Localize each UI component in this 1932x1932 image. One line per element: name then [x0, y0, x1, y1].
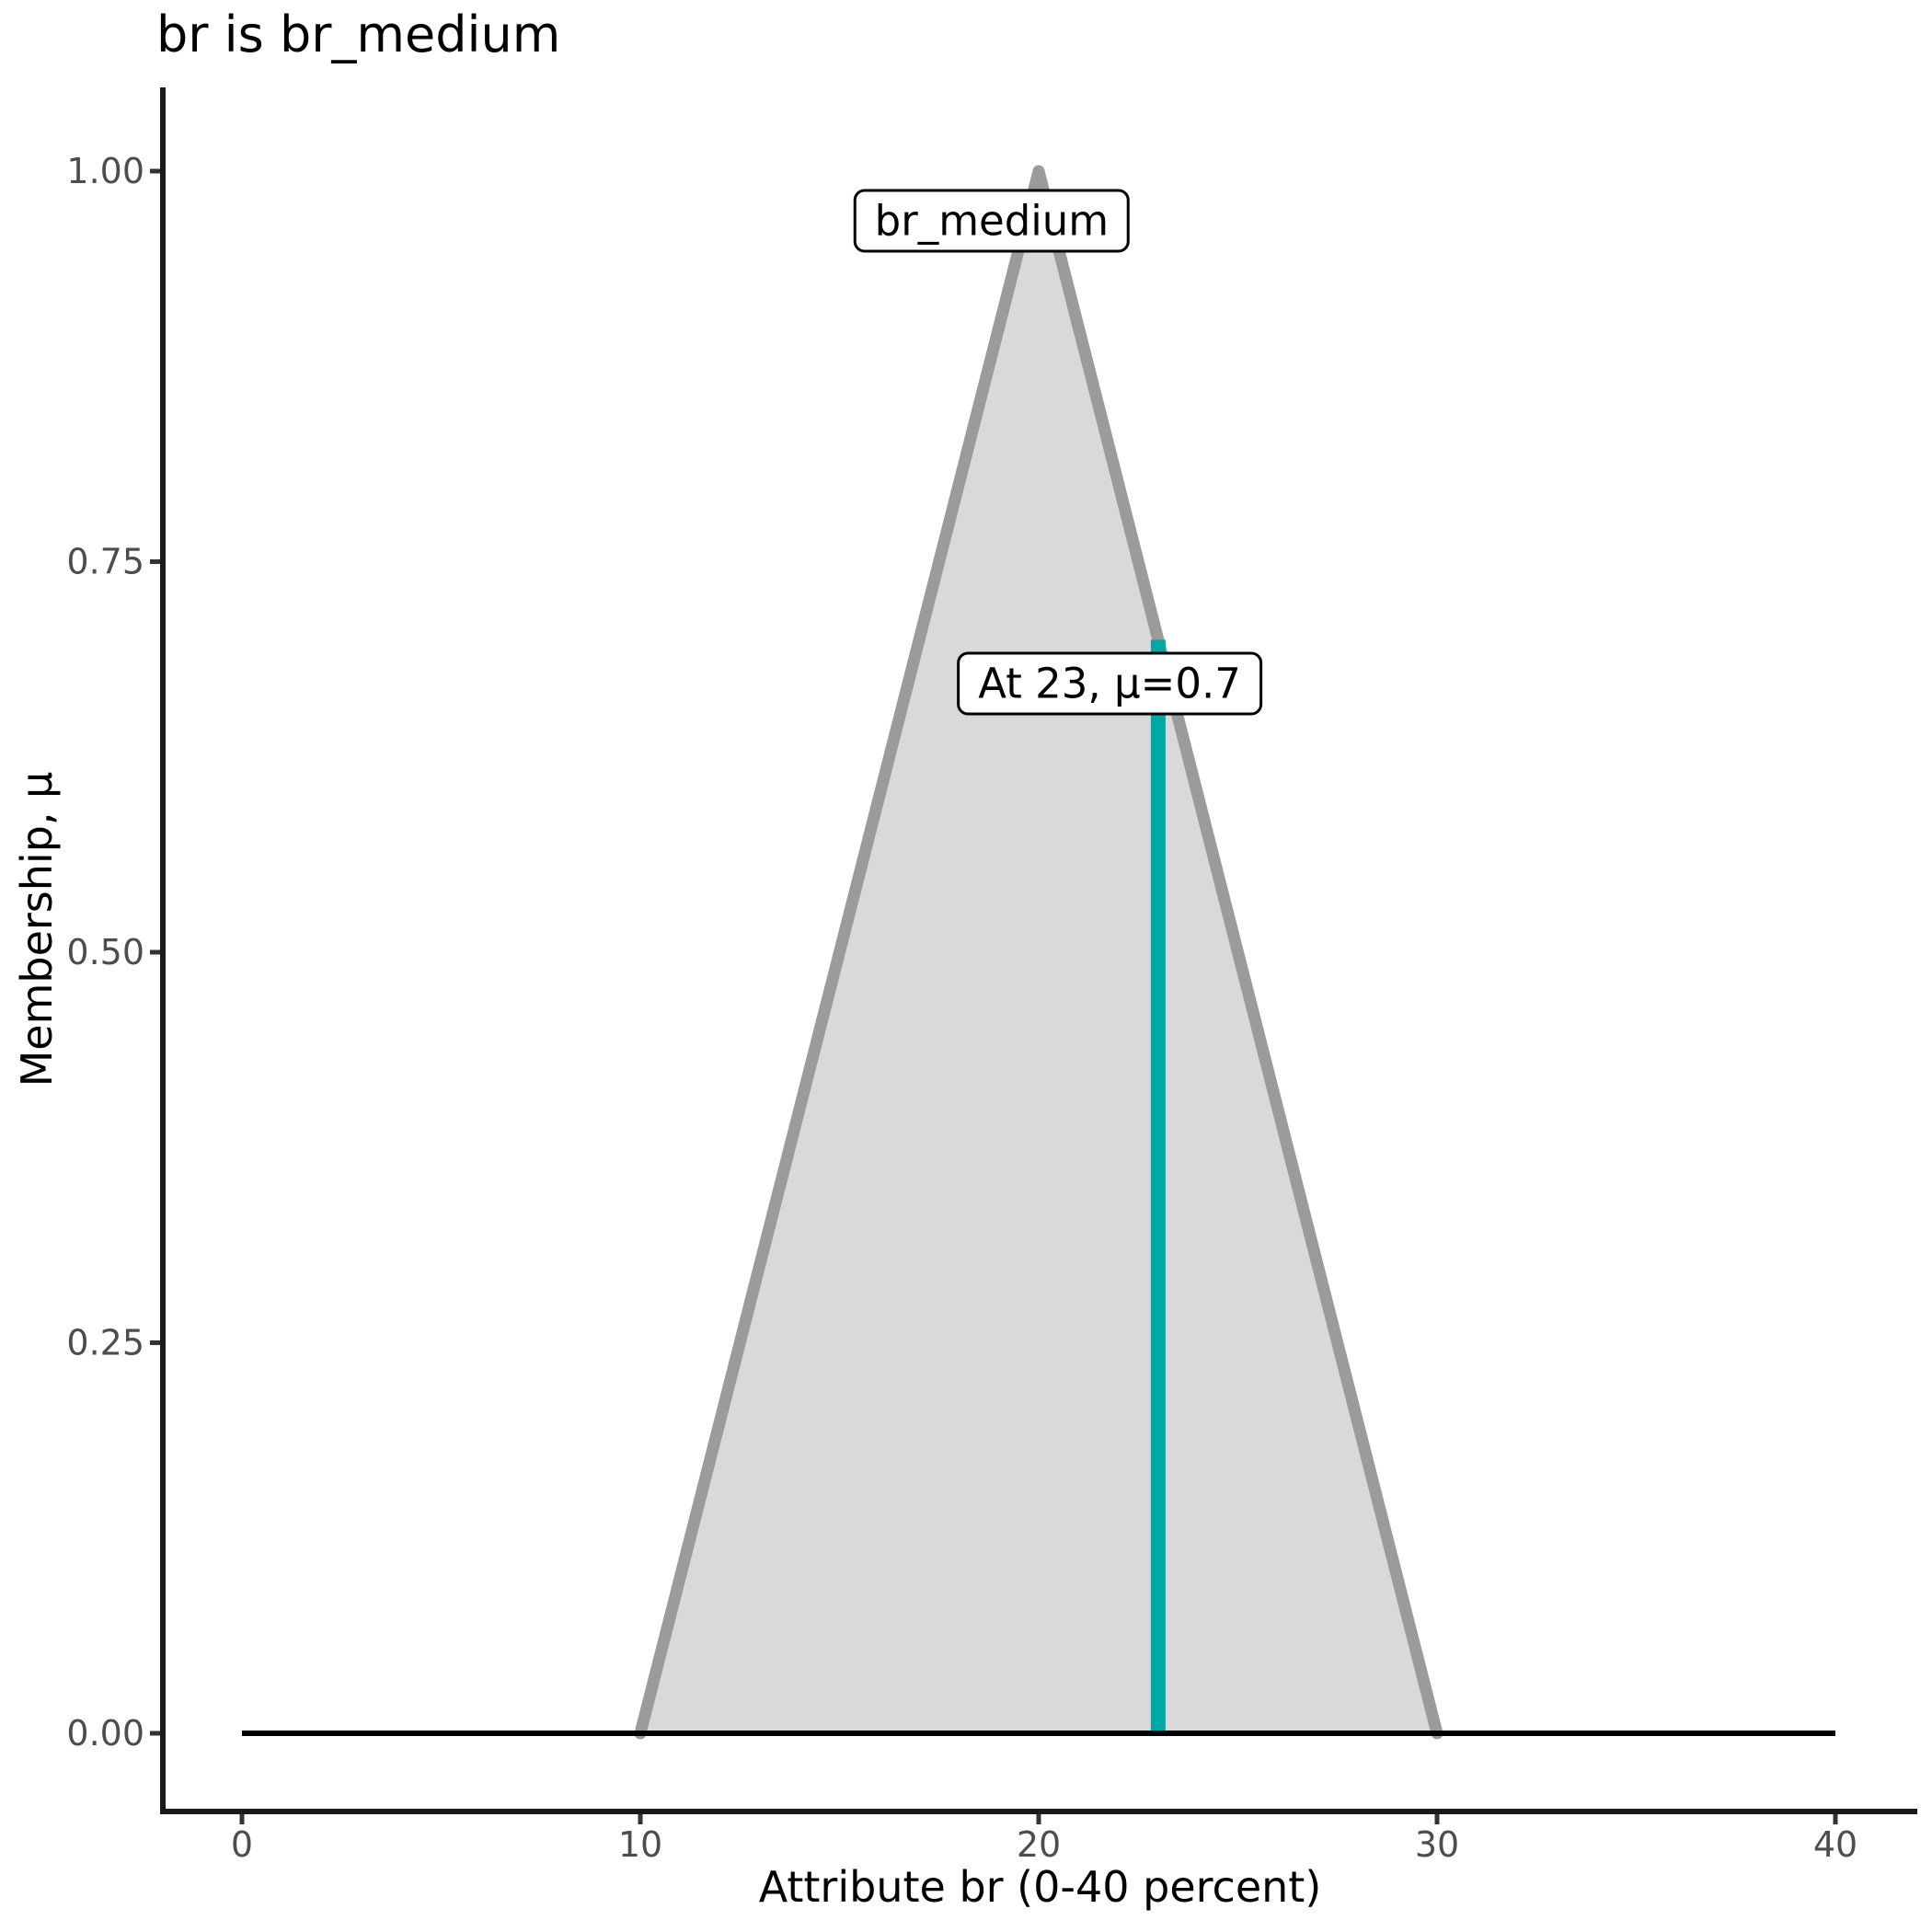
- membership-area: [640, 171, 1437, 1733]
- chart-title: br is br_medium: [156, 6, 561, 63]
- membership-outline: [634, 165, 1443, 1740]
- y-tick-label: 0.50: [66, 932, 144, 972]
- y-tick-label: 1.00: [66, 151, 144, 191]
- x-tick-label: 0: [231, 1824, 253, 1865]
- x-tick-label: 40: [1813, 1824, 1857, 1865]
- x-axis-title: Attribute br (0-40 percent): [758, 1862, 1322, 1912]
- x-tick-label: 20: [1017, 1824, 1061, 1865]
- y-tick-label: 0.25: [66, 1323, 144, 1363]
- x-tick-label: 10: [618, 1824, 662, 1865]
- set-name-label: br_medium: [853, 189, 1131, 253]
- y-tick-label: 0.00: [66, 1713, 144, 1754]
- membership-value-label: At 23, μ=0.7: [957, 651, 1262, 716]
- x-tick-label: 30: [1415, 1824, 1459, 1865]
- y-tick-label: 0.75: [66, 542, 144, 582]
- y-axis-title: Membership, μ: [12, 771, 62, 1087]
